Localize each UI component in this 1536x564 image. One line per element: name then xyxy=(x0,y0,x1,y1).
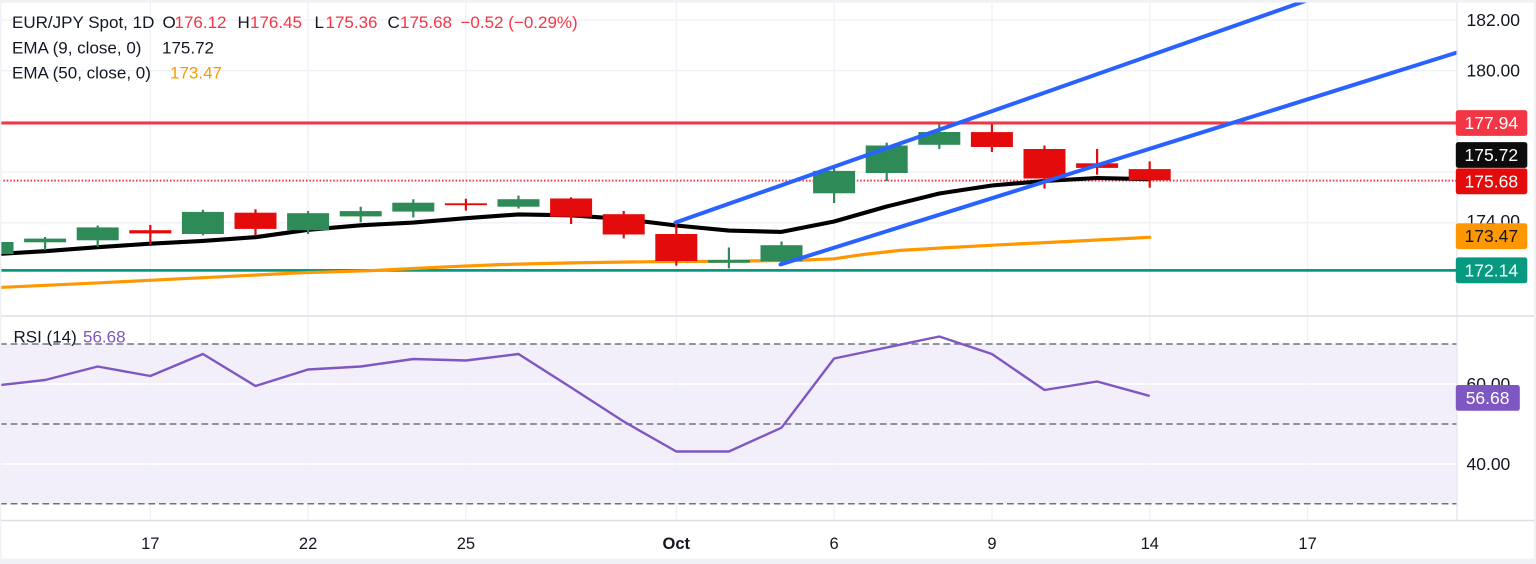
svg-text:175.72: 175.72 xyxy=(1465,145,1519,165)
svg-text:9: 9 xyxy=(987,535,996,553)
svg-text:L: L xyxy=(315,13,324,32)
svg-text:C: C xyxy=(388,13,400,32)
svg-text:40.00: 40.00 xyxy=(1467,454,1511,474)
svg-text:176.12: 176.12 xyxy=(175,13,227,32)
svg-text:−0.52 (−0.29%): −0.52 (−0.29%) xyxy=(461,13,578,32)
svg-text:H: H xyxy=(238,13,250,32)
svg-text:EUR/JPY Spot, 1D: EUR/JPY Spot, 1D xyxy=(12,13,154,32)
svg-text:17: 17 xyxy=(1298,535,1316,553)
svg-text:O: O xyxy=(163,13,176,32)
svg-text:6: 6 xyxy=(830,535,839,553)
svg-text:182.00: 182.00 xyxy=(1467,10,1521,30)
svg-text:175.68: 175.68 xyxy=(1465,171,1519,191)
svg-text:17: 17 xyxy=(141,535,159,553)
svg-text:Oct: Oct xyxy=(663,535,691,553)
svg-text:175.72: 175.72 xyxy=(162,39,214,58)
svg-text:RSI (14): RSI (14) xyxy=(14,328,77,347)
svg-text:EMA (50, close, 0): EMA (50, close, 0) xyxy=(12,64,151,83)
svg-text:175.36: 175.36 xyxy=(326,13,378,32)
svg-text:56.68: 56.68 xyxy=(83,328,126,347)
svg-text:56.68: 56.68 xyxy=(1466,388,1510,408)
svg-text:25: 25 xyxy=(457,535,475,553)
svg-text:173.47: 173.47 xyxy=(1465,226,1519,246)
svg-text:14: 14 xyxy=(1141,535,1159,553)
svg-text:176.45: 176.45 xyxy=(250,13,302,32)
svg-text:172.14: 172.14 xyxy=(1465,260,1519,280)
svg-text:180.00: 180.00 xyxy=(1467,60,1521,80)
svg-text:175.68: 175.68 xyxy=(400,13,452,32)
svg-text:EMA (9, close, 0): EMA (9, close, 0) xyxy=(12,39,141,58)
svg-text:22: 22 xyxy=(299,535,317,553)
svg-text:173.47: 173.47 xyxy=(170,64,222,83)
svg-text:177.94: 177.94 xyxy=(1465,113,1519,133)
